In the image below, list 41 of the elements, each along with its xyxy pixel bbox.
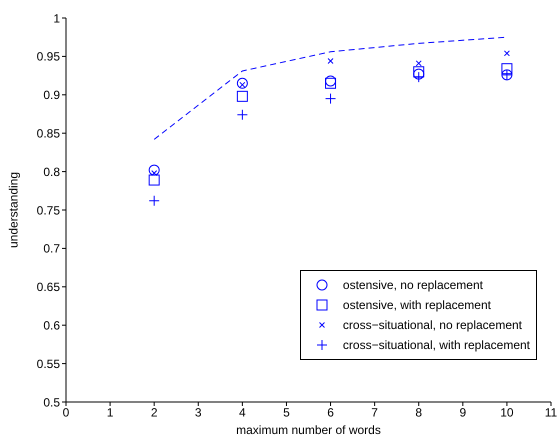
point xyxy=(325,78,336,89)
point xyxy=(148,164,160,176)
x-tick-label: 7 xyxy=(371,406,378,420)
y-tick-label: 0.75 xyxy=(36,203,60,218)
x-tick-label: 6 xyxy=(327,406,334,420)
y-tick-label: 0.95 xyxy=(36,50,60,64)
point xyxy=(413,68,424,80)
point xyxy=(501,63,512,74)
y-tick-label: 0.55 xyxy=(36,356,60,371)
y-tick-label: 1 xyxy=(53,11,60,26)
x-tick-label: 11 xyxy=(544,406,558,420)
x-tick-label: 4 xyxy=(239,406,246,420)
point xyxy=(504,50,510,56)
point xyxy=(413,66,424,78)
y-tick-label: 0.8 xyxy=(43,164,60,179)
legend-label: cross−situational, with replacement xyxy=(342,338,530,352)
point xyxy=(236,78,248,89)
x-tick-label: 0 xyxy=(62,406,70,420)
x-tick-label: 5 xyxy=(283,406,290,420)
point xyxy=(148,174,160,186)
y-axis-title: understanding xyxy=(6,172,20,248)
point xyxy=(325,75,336,86)
point xyxy=(328,58,334,64)
x-tick-label: 9 xyxy=(459,406,466,420)
y-tick-label: 0.65 xyxy=(36,280,60,294)
legend-label: ostensive, no replacement xyxy=(342,278,483,292)
x-tick-label: 2 xyxy=(150,406,158,420)
x-tick-label: 10 xyxy=(500,406,514,420)
y-tick-label: 0.6 xyxy=(43,318,60,332)
y-tick-label: 0.5 xyxy=(43,395,60,410)
legend-label: cross−situational, no replacement xyxy=(342,318,522,332)
y-tick-label: 0.9 xyxy=(43,88,60,102)
x-axis-title: maximum number of words xyxy=(236,423,381,437)
point xyxy=(416,60,422,66)
legend-label: ostensive, with replacement xyxy=(342,298,491,312)
y-tick-label: 0.85 xyxy=(36,126,60,140)
x-tick-label: 8 xyxy=(415,406,422,420)
x-tick-label: 1 xyxy=(106,406,114,420)
y-tick-label: 0.7 xyxy=(43,242,60,256)
point xyxy=(236,90,248,102)
x-tick-label: 3 xyxy=(194,406,202,420)
